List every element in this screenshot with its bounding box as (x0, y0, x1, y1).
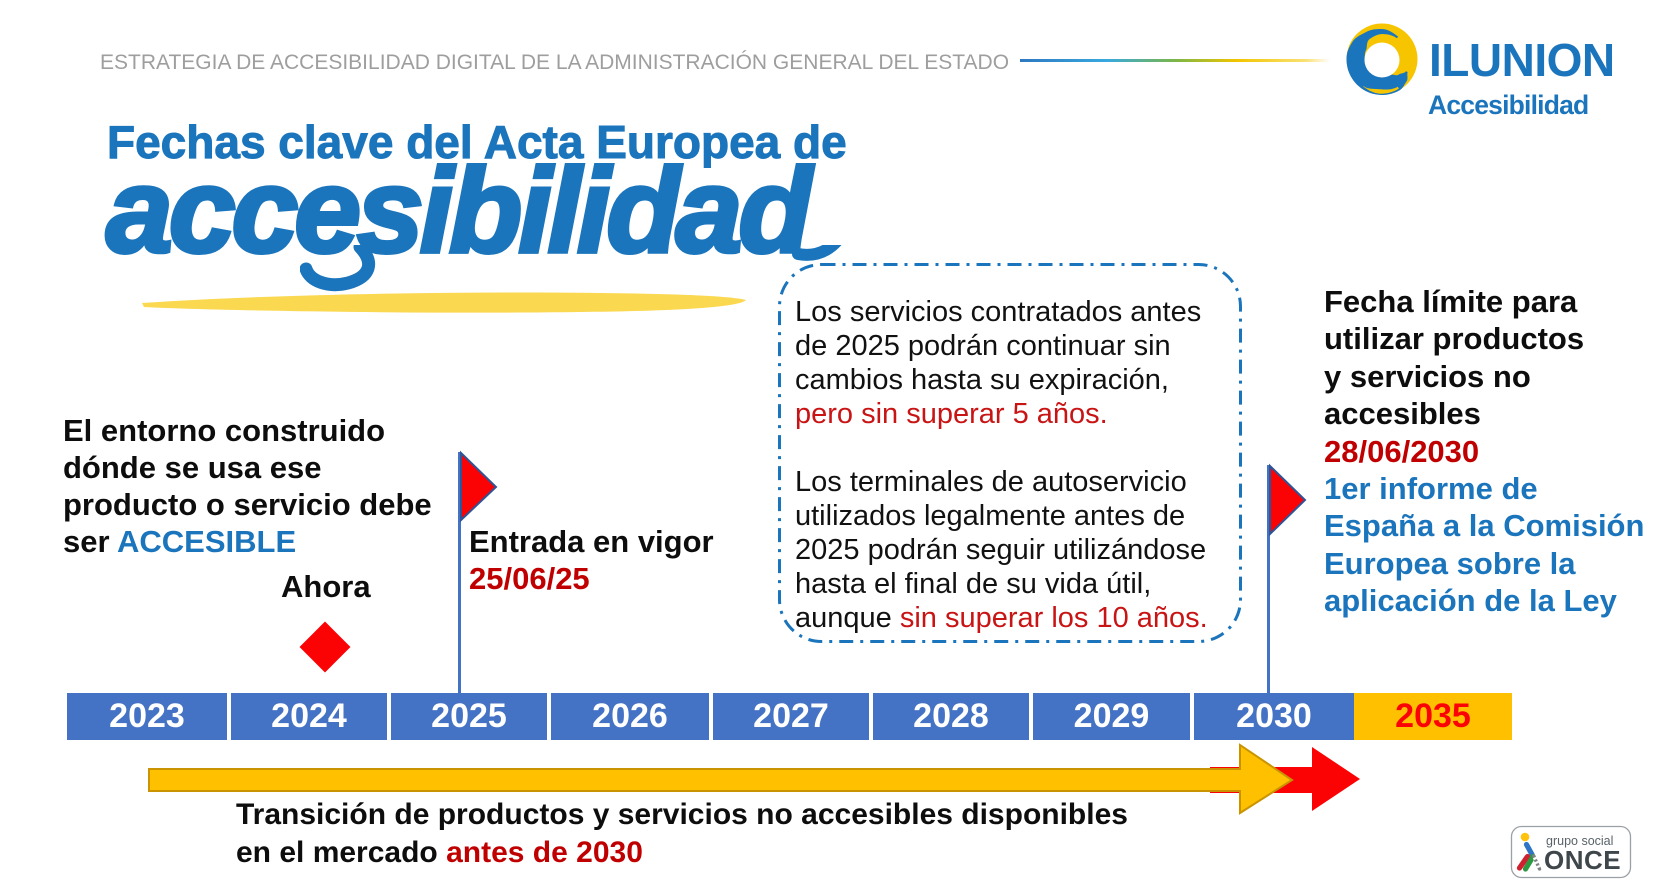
svg-text:grupo social: grupo social (1546, 834, 1613, 848)
svg-text:Accesibilidad: Accesibilidad (1428, 90, 1588, 120)
svg-text:ONCE: ONCE (1544, 845, 1621, 875)
svg-text:ILUNION: ILUNION (1429, 34, 1615, 86)
